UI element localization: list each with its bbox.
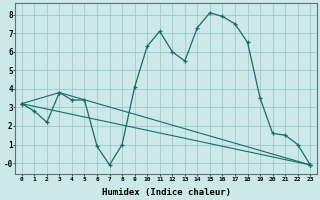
X-axis label: Humidex (Indice chaleur): Humidex (Indice chaleur)	[101, 188, 230, 197]
